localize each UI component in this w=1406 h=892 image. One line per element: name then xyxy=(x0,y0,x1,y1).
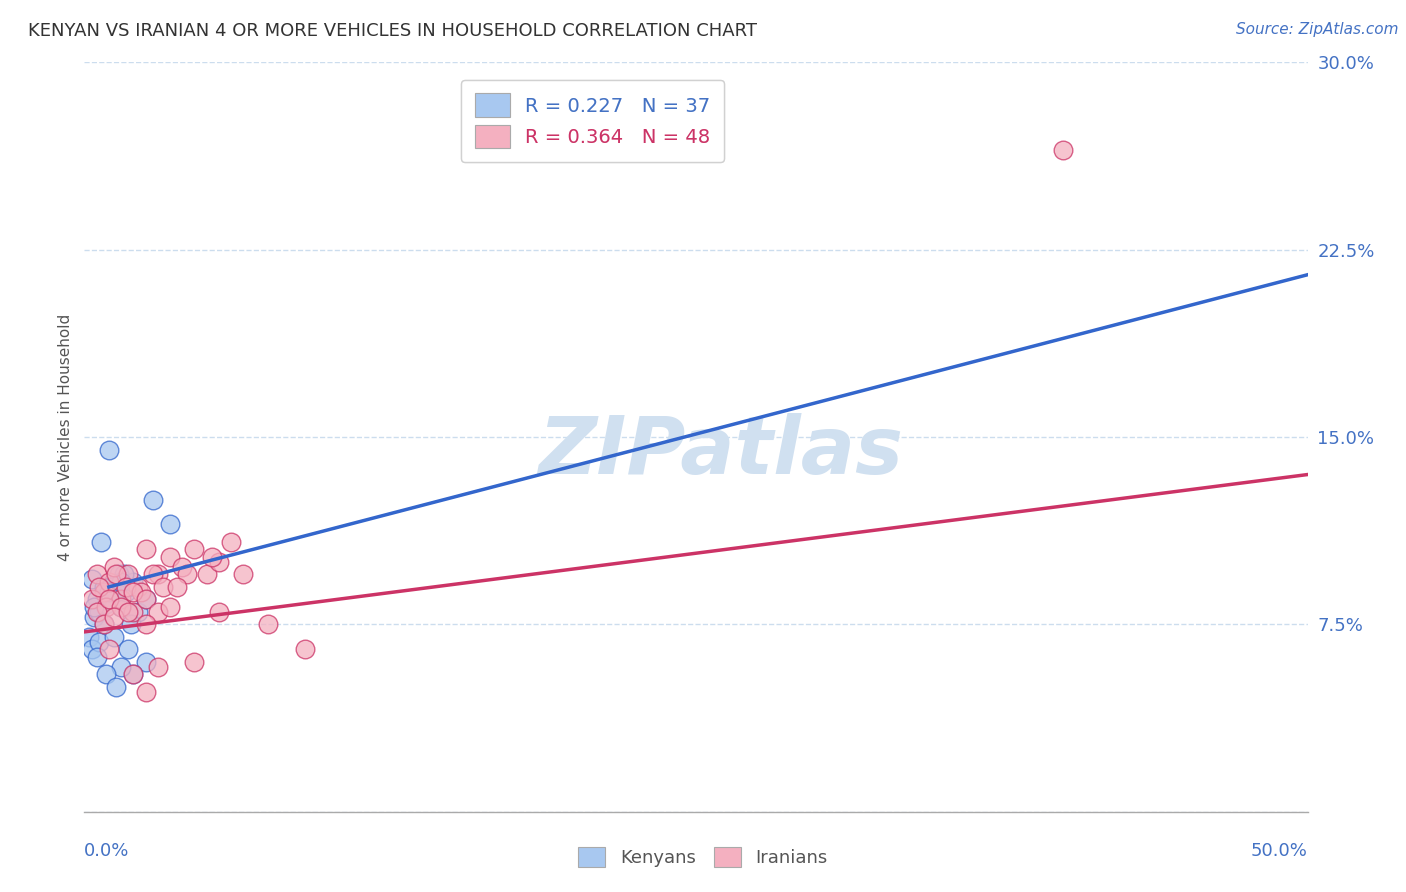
Point xyxy=(90,535,112,549)
Point xyxy=(135,685,157,699)
Point xyxy=(96,598,118,612)
Point xyxy=(87,580,110,594)
Point xyxy=(166,580,188,594)
Point xyxy=(107,567,129,582)
Point xyxy=(208,605,231,619)
Point xyxy=(195,567,218,582)
Point xyxy=(1052,143,1074,157)
Point xyxy=(117,605,139,619)
Point xyxy=(146,567,169,582)
Point xyxy=(103,630,125,644)
Point xyxy=(122,585,145,599)
Point xyxy=(80,642,103,657)
Point xyxy=(105,680,128,694)
Point xyxy=(110,599,132,614)
Point xyxy=(129,585,152,599)
Point xyxy=(96,667,118,681)
Point xyxy=(142,492,165,507)
Point xyxy=(86,592,108,607)
Point xyxy=(87,635,110,649)
Point xyxy=(110,574,132,589)
Point xyxy=(135,592,157,607)
Point xyxy=(105,585,128,599)
Point xyxy=(135,542,157,557)
Point xyxy=(159,599,181,614)
Point xyxy=(93,585,115,599)
Point xyxy=(115,585,138,599)
Point xyxy=(127,605,149,619)
Text: 50.0%: 50.0% xyxy=(1251,842,1308,860)
Point xyxy=(97,574,120,589)
Point xyxy=(135,655,157,669)
Point xyxy=(120,617,142,632)
Point xyxy=(112,567,135,582)
Text: Source: ZipAtlas.com: Source: ZipAtlas.com xyxy=(1236,22,1399,37)
Point xyxy=(142,567,165,582)
Point xyxy=(110,660,132,674)
Point xyxy=(83,610,105,624)
Point xyxy=(127,580,149,594)
Text: 0.0%: 0.0% xyxy=(84,842,129,860)
Point xyxy=(294,642,316,657)
Point xyxy=(93,580,115,594)
Point xyxy=(122,667,145,681)
Point xyxy=(176,567,198,582)
Point xyxy=(152,580,174,594)
Point xyxy=(122,574,145,589)
Legend: R = 0.227   N = 37, R = 0.364   N = 48: R = 0.227 N = 37, R = 0.364 N = 48 xyxy=(461,79,724,162)
Point xyxy=(159,549,181,564)
Point xyxy=(77,630,100,644)
Point xyxy=(100,580,122,594)
Point xyxy=(97,585,120,599)
Point xyxy=(103,585,125,599)
Point xyxy=(97,592,120,607)
Text: KENYAN VS IRANIAN 4 OR MORE VEHICLES IN HOUSEHOLD CORRELATION CHART: KENYAN VS IRANIAN 4 OR MORE VEHICLES IN … xyxy=(28,22,756,40)
Point xyxy=(200,549,222,564)
Point xyxy=(80,573,103,587)
Point xyxy=(110,592,132,607)
Point xyxy=(86,649,108,664)
Point xyxy=(159,517,181,532)
Point xyxy=(93,617,115,632)
Point xyxy=(117,580,139,594)
Point xyxy=(105,567,128,582)
Point xyxy=(97,442,120,457)
Point xyxy=(135,592,157,607)
Point xyxy=(87,605,110,619)
Point xyxy=(83,599,105,614)
Point xyxy=(122,667,145,681)
Point xyxy=(208,555,231,569)
Point xyxy=(183,542,205,557)
Point xyxy=(117,642,139,657)
Point xyxy=(96,599,118,614)
Y-axis label: 4 or more Vehicles in Household: 4 or more Vehicles in Household xyxy=(58,313,73,561)
Point xyxy=(110,599,132,614)
Text: ZIPatlas: ZIPatlas xyxy=(538,413,903,491)
Point xyxy=(219,535,242,549)
Point xyxy=(146,660,169,674)
Point xyxy=(97,642,120,657)
Point xyxy=(122,605,145,619)
Point xyxy=(183,655,205,669)
Point xyxy=(86,605,108,619)
Point xyxy=(232,567,254,582)
Point xyxy=(172,560,194,574)
Point xyxy=(135,617,157,632)
Point xyxy=(80,592,103,607)
Point xyxy=(93,617,115,632)
Point xyxy=(117,567,139,582)
Point xyxy=(86,567,108,582)
Point xyxy=(115,580,138,594)
Point xyxy=(103,560,125,574)
Point xyxy=(257,617,280,632)
Legend: Kenyans, Iranians: Kenyans, Iranians xyxy=(571,839,835,874)
Point xyxy=(103,610,125,624)
Point xyxy=(146,605,169,619)
